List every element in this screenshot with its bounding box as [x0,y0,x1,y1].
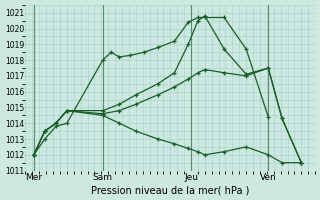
X-axis label: Pression niveau de la mer( hPa ): Pression niveau de la mer( hPa ) [91,185,250,195]
